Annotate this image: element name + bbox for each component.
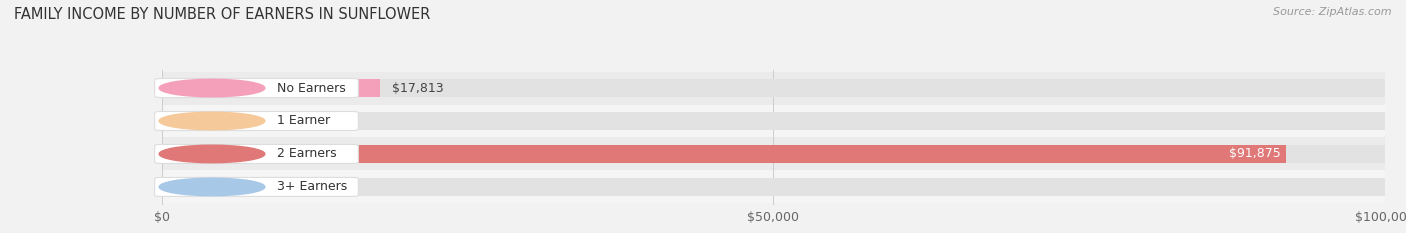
Text: Source: ZipAtlas.com: Source: ZipAtlas.com (1274, 7, 1392, 17)
Bar (162, 170, 1385, 203)
Text: $17,813: $17,813 (392, 82, 443, 95)
Bar (162, 145, 1285, 163)
Bar (162, 79, 1385, 97)
Bar (162, 145, 1385, 163)
Text: $91,875: $91,875 (1229, 147, 1281, 161)
Text: 3+ Earners: 3+ Earners (277, 180, 347, 193)
Text: $0: $0 (174, 180, 190, 193)
Bar (162, 72, 1385, 105)
Bar (162, 105, 1385, 137)
Bar (162, 112, 1385, 130)
Bar (162, 79, 380, 97)
Text: FAMILY INCOME BY NUMBER OF EARNERS IN SUNFLOWER: FAMILY INCOME BY NUMBER OF EARNERS IN SU… (14, 7, 430, 22)
Bar (162, 137, 1385, 170)
Text: 2 Earners: 2 Earners (277, 147, 337, 161)
Text: 1 Earner: 1 Earner (277, 114, 330, 127)
Text: $0: $0 (174, 114, 190, 127)
Bar (162, 178, 1385, 196)
Text: No Earners: No Earners (277, 82, 346, 95)
